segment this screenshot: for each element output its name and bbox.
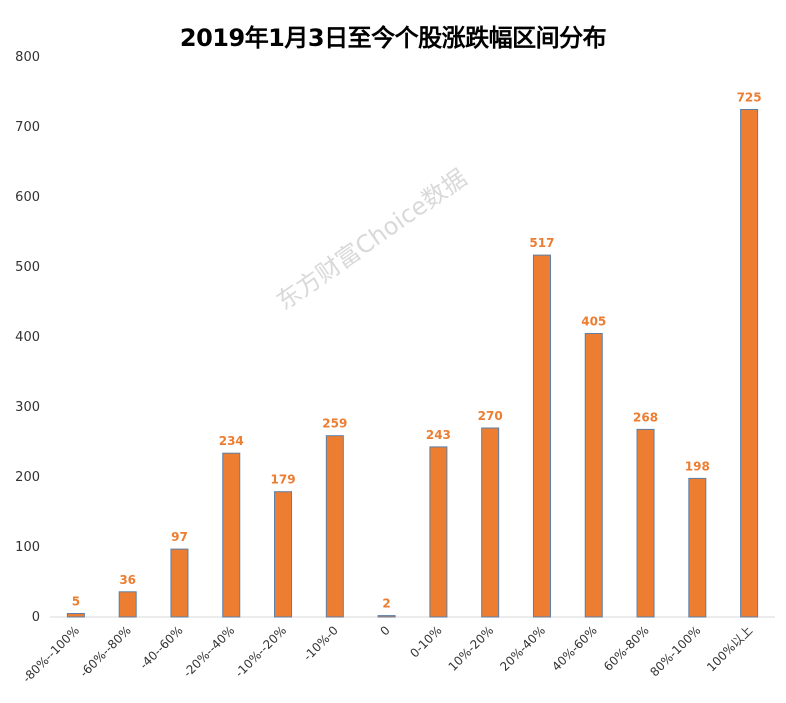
y-tick-label: 800	[15, 50, 40, 65]
bars	[66, 109, 759, 618]
data-label: 270	[478, 409, 503, 423]
y-tick-label: 100	[15, 540, 40, 555]
bar	[118, 591, 137, 618]
y-tick-label: 300	[15, 400, 40, 415]
chart-title: 2019年1月3日至今个股涨跌幅区间分布	[179, 24, 607, 52]
data-label: 725	[737, 91, 762, 105]
bar	[429, 446, 448, 618]
bar	[222, 452, 241, 618]
x-tick-label: 20%-40%	[497, 623, 548, 674]
x-axis: -80%--100%-60%--80% -40--60%-20%--40%-10%…	[20, 616, 775, 685]
bar	[481, 427, 500, 618]
data-label: 179	[271, 473, 296, 487]
x-tick-label: -40--60%	[137, 623, 186, 672]
y-tick-label: 700	[15, 120, 40, 135]
x-tick-label: -10%-0	[301, 623, 341, 663]
data-label: 198	[685, 459, 710, 473]
x-tick-label: 100%以上	[704, 623, 755, 674]
x-tick-label: 0	[377, 623, 392, 638]
data-labels: 5 36 97 234 179 259 2 243 270 517 405 268 198 725	[72, 91, 762, 611]
data-label: 2	[382, 597, 390, 611]
y-tick-label: 500	[15, 260, 40, 275]
y-axis: 0 100 200 300 400 500 600 700 800	[15, 50, 40, 625]
bar	[325, 435, 344, 618]
data-label: 97	[171, 530, 188, 544]
x-tick-label: -20%--40%	[181, 623, 238, 680]
bar	[170, 548, 189, 618]
x-tick-label: 10%-20%	[446, 623, 497, 674]
x-tick-label: 80%-100%	[647, 623, 703, 679]
x-tick-label: -10%--20%	[232, 623, 289, 680]
data-label: 517	[529, 236, 554, 250]
x-tick-label: 60%-80%	[601, 623, 652, 674]
data-label: 5	[72, 595, 80, 609]
data-label: 405	[581, 315, 606, 329]
x-tick-label: -60%--80%	[77, 623, 134, 680]
data-label: 268	[633, 410, 658, 424]
data-label: 259	[322, 417, 347, 431]
bar	[532, 254, 551, 618]
data-label: 36	[119, 573, 136, 587]
bar	[274, 491, 293, 618]
x-tick-label: 0-10%	[407, 623, 444, 660]
bar	[740, 109, 759, 618]
data-label: 243	[426, 428, 451, 442]
y-tick-label: 200	[15, 470, 40, 485]
bar	[584, 333, 603, 618]
bar	[66, 613, 85, 618]
data-label: 234	[219, 434, 244, 448]
y-tick-label: 600	[15, 190, 40, 205]
bar	[688, 477, 707, 618]
x-tick-label: -80%--100%	[20, 623, 82, 685]
y-tick-label: 0	[32, 610, 40, 625]
bar	[636, 428, 655, 618]
bar	[377, 615, 396, 618]
x-tick-label: 40%-60%	[549, 623, 600, 674]
y-tick-label: 400	[15, 330, 40, 345]
